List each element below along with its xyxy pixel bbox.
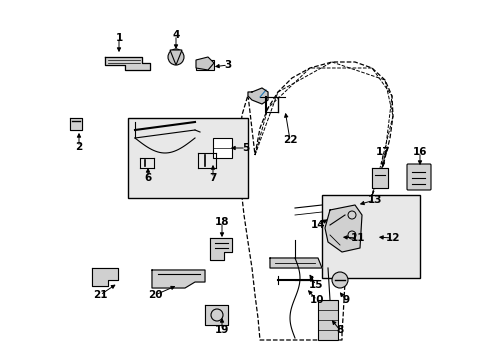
Polygon shape [247,88,267,104]
Text: 5: 5 [242,143,249,153]
Text: 19: 19 [214,325,229,335]
Text: 11: 11 [350,233,365,243]
Text: 1: 1 [115,33,122,43]
Polygon shape [70,118,82,130]
Text: 14: 14 [310,220,325,230]
Text: 6: 6 [144,173,151,183]
Bar [128,118,247,198]
Bar [317,300,337,340]
Polygon shape [196,57,214,70]
Polygon shape [371,168,387,188]
Text: 18: 18 [214,217,229,227]
Polygon shape [209,238,231,260]
Text: 2: 2 [75,142,82,152]
Text: 22: 22 [282,135,297,145]
Circle shape [331,272,347,288]
Bar [321,195,419,278]
Polygon shape [170,50,182,65]
Polygon shape [92,268,118,286]
Polygon shape [269,258,321,268]
Polygon shape [152,270,204,288]
Text: 13: 13 [367,195,382,205]
Text: 12: 12 [385,233,400,243]
Bar [213,138,231,158]
Text: 7: 7 [209,173,216,183]
Text: 15: 15 [308,280,323,290]
FancyBboxPatch shape [406,164,430,190]
Text: 10: 10 [309,295,324,305]
Polygon shape [325,205,361,252]
Polygon shape [105,57,150,70]
Text: 21: 21 [93,290,107,300]
Text: 8: 8 [336,325,343,335]
Text: 16: 16 [412,147,427,157]
Circle shape [168,49,183,65]
Polygon shape [204,305,227,325]
Text: 3: 3 [224,60,231,70]
Polygon shape [196,60,214,70]
Text: 4: 4 [172,30,179,40]
Text: 9: 9 [342,295,349,305]
Text: 17: 17 [375,147,389,157]
Text: 20: 20 [147,290,162,300]
